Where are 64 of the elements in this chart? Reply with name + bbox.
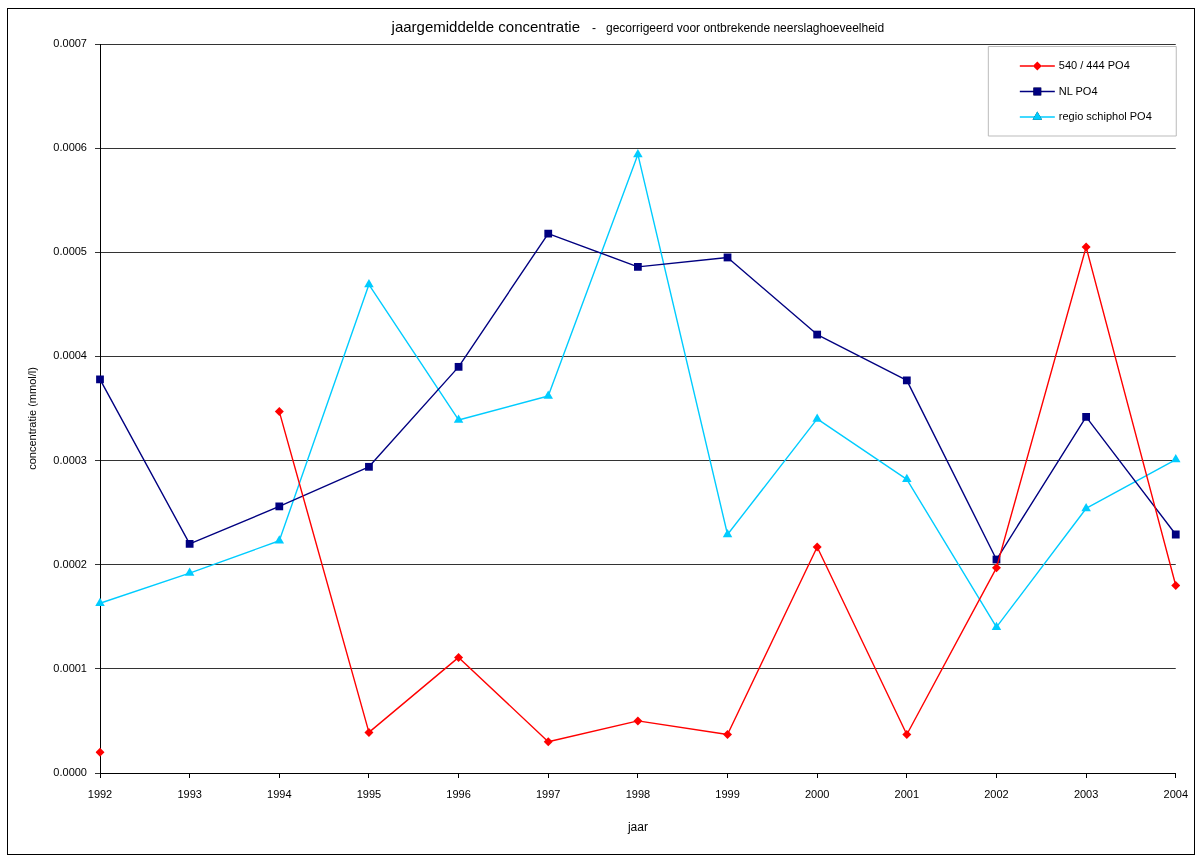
x-tick-label: 2004 (1163, 787, 1189, 800)
point (723, 729, 733, 739)
point (633, 716, 643, 726)
point (813, 330, 822, 339)
y-tick-label: 0.0006 (53, 141, 87, 154)
point (1171, 530, 1180, 539)
point (274, 407, 284, 417)
y-tick-label: 0.0003 (53, 453, 87, 466)
legend-label: 540 / 444 PO4 (1058, 59, 1130, 72)
y-tick-label: 0.0002 (53, 557, 87, 570)
x-tick-label: 1998 (625, 787, 651, 800)
point (1171, 454, 1181, 463)
point (902, 729, 912, 739)
point (274, 535, 285, 544)
x-tick-label: 2001 (894, 787, 920, 800)
x-tick-label: 1992 (87, 787, 113, 800)
x-tick-label: 1999 (715, 787, 740, 800)
x-tick-label: 2002 (984, 787, 1009, 800)
point (454, 362, 463, 371)
y-tick-label: 0.0000 (53, 766, 87, 779)
x-tick-label: 1995 (356, 787, 382, 800)
point (991, 621, 1002, 630)
point (185, 540, 194, 548)
point (453, 414, 464, 423)
point (454, 652, 464, 662)
y-tick-label: 0.0007 (53, 37, 87, 50)
point (1081, 242, 1091, 252)
y-tick-label: 0.0004 (53, 349, 87, 362)
point (902, 376, 911, 385)
chart-subtitle: - gecorrigeerd voor ontbrekende neerslaghoeveelheid (592, 21, 885, 36)
chart-title: jaargemiddelde concentratie (390, 18, 581, 36)
point (364, 727, 374, 737)
x-tick-label: 1993 (177, 787, 202, 800)
point (275, 502, 284, 511)
x-tick-label: 1997 (535, 787, 561, 800)
point (633, 148, 643, 158)
point (812, 542, 822, 552)
point (365, 462, 373, 471)
point (1081, 502, 1091, 512)
point (96, 375, 104, 384)
point (722, 529, 733, 538)
point (812, 413, 822, 422)
point (184, 567, 195, 576)
y-axis-title: concentratie (mmol/l) (26, 367, 39, 470)
point (1171, 581, 1181, 591)
y-tick-label: 0.0005 (53, 245, 87, 258)
legend-label: regio schiphol PO4 (1058, 110, 1152, 123)
x-tick-label: 1996 (446, 787, 471, 800)
point (543, 390, 553, 399)
point (543, 737, 553, 747)
x-tick-label: 2003 (1073, 787, 1099, 800)
x-tick-label: 2000 (804, 787, 830, 800)
point (991, 563, 1001, 573)
point (902, 473, 912, 483)
point (544, 229, 553, 238)
point (364, 279, 374, 288)
point (95, 747, 105, 757)
point (1082, 412, 1091, 421)
y-tick-label: 0.0001 (53, 661, 87, 674)
point (95, 597, 105, 606)
x-tick-label: 1994 (267, 787, 292, 800)
point (633, 262, 642, 271)
legend-label: NL PO4 (1058, 84, 1098, 97)
x-axis-title: jaar (626, 820, 648, 835)
